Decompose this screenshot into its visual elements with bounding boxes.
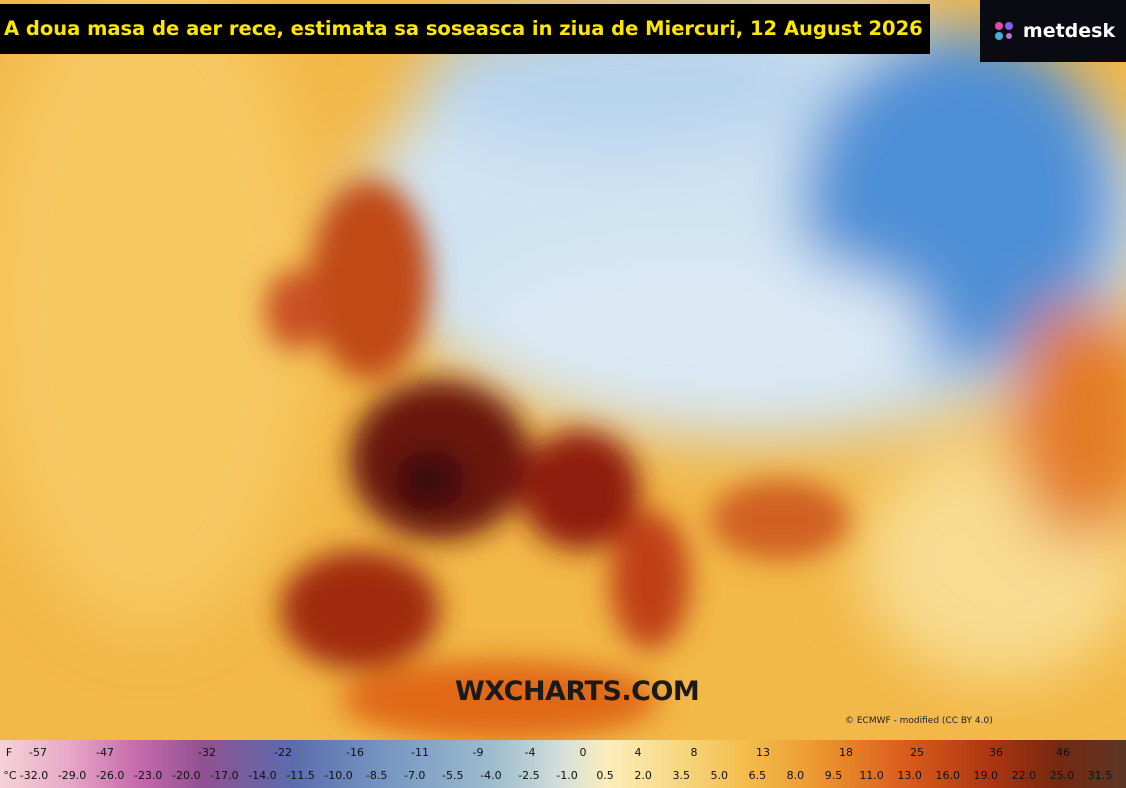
celsius-label: 3.5 <box>672 769 690 782</box>
celsius-label: -1.0 <box>556 769 578 782</box>
celsius-label: -5.5 <box>442 769 464 782</box>
celsius-label: 5.0 <box>710 769 729 782</box>
fahrenheit-label: -9 <box>472 746 484 759</box>
celsius-label: 31.5 <box>1087 769 1113 782</box>
celsius-label: 11.0 <box>859 769 884 782</box>
fahrenheit-label: 8 <box>690 746 698 759</box>
celsius-label: 9.5 <box>824 769 843 782</box>
celsius-label: 16.0 <box>935 769 960 782</box>
celsius-label: -4.0 <box>480 769 502 782</box>
fahrenheit-label: 18 <box>839 746 853 759</box>
map-title: A doua masa de aer rece, estimata sa sos… <box>0 4 930 54</box>
celsius-label: -26.0 <box>95 769 125 782</box>
celsius-label: 19.0 <box>973 769 999 782</box>
logo-text: metdesk <box>1022 20 1116 42</box>
fahrenheit-label: 46 <box>1056 746 1070 759</box>
watermark: WXCHARTS.COM <box>455 676 700 707</box>
celsius-label: -11.5 <box>286 769 315 782</box>
fahrenheit-label: -4 <box>524 746 536 759</box>
fahrenheit-label: 25 <box>910 746 924 759</box>
fahrenheit-label: 36 <box>989 746 1003 759</box>
celsius-label: 25.0 <box>1049 769 1075 782</box>
celsius-label: -20.0 <box>172 769 201 782</box>
logo: metdesk <box>980 0 1126 62</box>
logo-icon <box>994 22 1013 40</box>
celsius-label: -32.0 <box>19 769 49 782</box>
credit: © ECMWF - modified (CC BY 4.0) <box>845 716 993 726</box>
celsius-label: -10.0 <box>324 769 353 782</box>
celsius-label: -8.5 <box>365 769 388 782</box>
fahrenheit-label: -32 <box>198 746 216 759</box>
celsius-label: -14.0 <box>248 769 277 782</box>
fahrenheit-unit: F <box>5 746 13 759</box>
fahrenheit-label: -22 <box>274 746 292 759</box>
celsius-label: -7.0 <box>403 769 426 782</box>
celsius-label: 6.5 <box>748 769 767 782</box>
fahrenheit-label: 0 <box>579 746 587 759</box>
fahrenheit-label: 4 <box>634 746 642 759</box>
celsius-label: 8.0 <box>786 769 805 782</box>
celsius-label: 22.0 <box>1011 769 1037 782</box>
celsius-label: -23.0 <box>133 769 163 782</box>
fahrenheit-label: -16 <box>346 746 364 759</box>
celsius-label: 13.0 <box>897 769 922 782</box>
fahrenheit-label: -57 <box>29 746 47 759</box>
fahrenheit-label: -47 <box>96 746 114 759</box>
color-legend <box>0 740 1126 788</box>
celsius-label: 0.5 <box>596 769 614 782</box>
temperature-map <box>0 0 1126 740</box>
celsius-label: -2.5 <box>518 769 540 782</box>
celsius-label: -17.0 <box>210 769 239 782</box>
celsius-label: -29.0 <box>57 769 87 782</box>
fahrenheit-label: -11 <box>411 746 429 759</box>
fahrenheit-label: 13 <box>756 746 770 759</box>
celsius-label: 2.0 <box>634 769 652 782</box>
celsius-unit: °C <box>3 769 17 782</box>
